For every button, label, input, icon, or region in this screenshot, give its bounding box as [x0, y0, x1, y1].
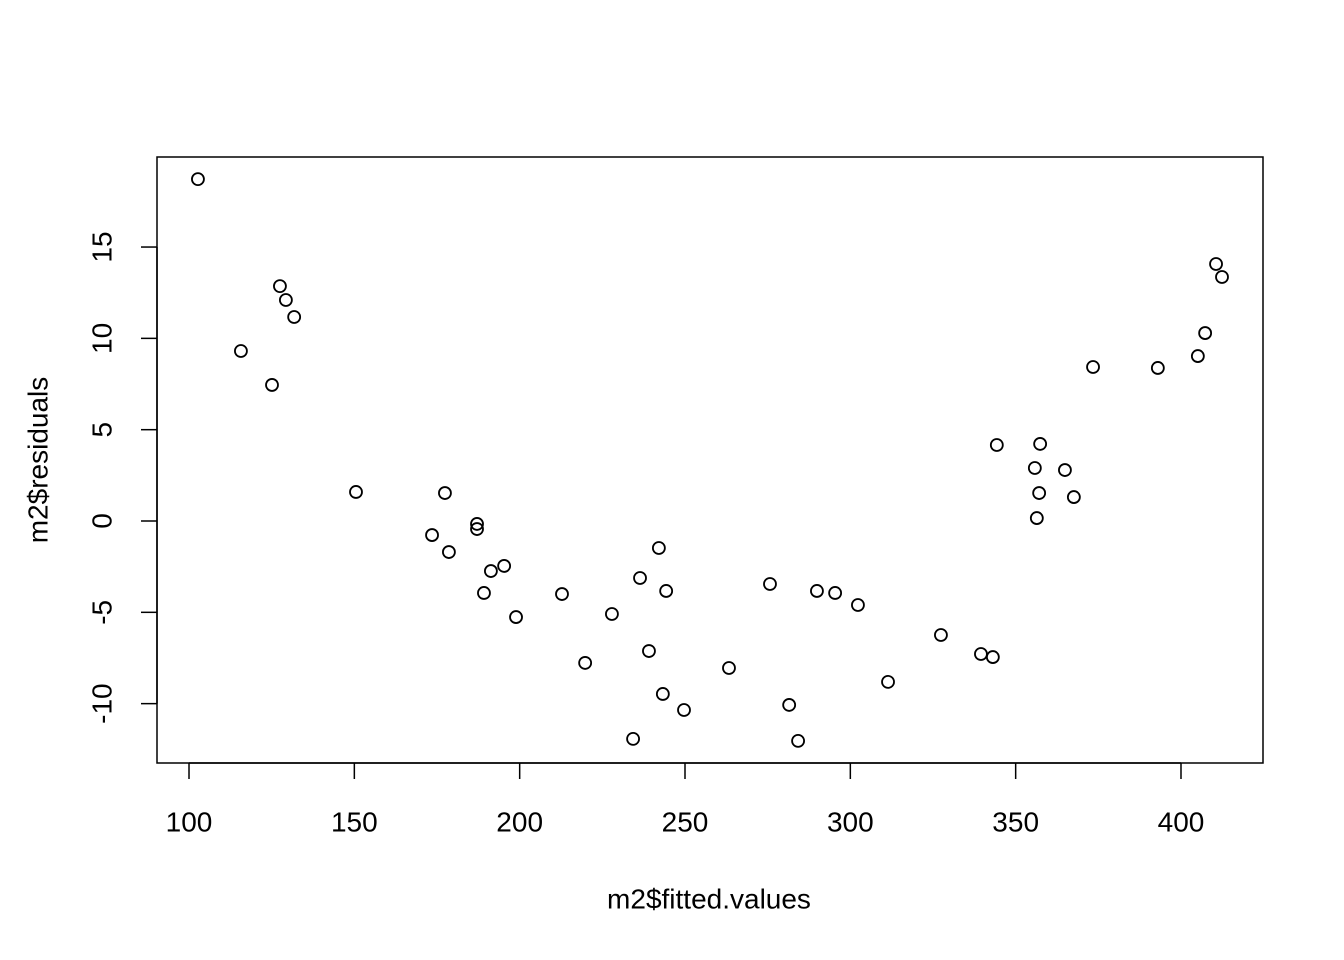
point [1198, 326, 1213, 340]
point [349, 485, 363, 499]
point [1209, 257, 1223, 271]
point [642, 644, 656, 658]
point [265, 378, 279, 392]
x-axis-label: m2$fitted.values [607, 883, 811, 914]
point [578, 656, 593, 670]
point [651, 541, 666, 555]
point [605, 607, 619, 621]
x-tick-label: 400 [1158, 806, 1205, 837]
y-tick-label: -5 [86, 600, 117, 625]
point [497, 559, 512, 573]
point [655, 687, 670, 701]
point [470, 522, 484, 536]
point [828, 586, 843, 600]
point [484, 564, 498, 578]
point [1029, 511, 1044, 525]
point [287, 310, 302, 324]
point [985, 650, 1000, 664]
point [677, 703, 691, 717]
y-tick-label: 0 [86, 513, 117, 529]
x-tick-label: 350 [992, 806, 1039, 837]
point [1032, 486, 1047, 500]
point [234, 344, 248, 358]
point [438, 486, 452, 500]
point [191, 172, 205, 186]
point [1027, 461, 1042, 475]
point [659, 584, 674, 598]
x-tick-label: 250 [662, 806, 709, 837]
point [633, 571, 647, 585]
plot-box [156, 156, 1264, 764]
y-tick-label: 10 [86, 323, 117, 354]
point [722, 661, 736, 675]
y-tick-label: 15 [86, 231, 117, 262]
x-tick-label: 300 [827, 806, 874, 837]
point [934, 628, 948, 642]
point [851, 598, 865, 612]
point [1215, 270, 1229, 284]
point [791, 734, 805, 748]
point [273, 279, 287, 294]
point [278, 293, 293, 307]
point [1150, 361, 1165, 375]
point [989, 438, 1004, 452]
point [477, 586, 491, 600]
point [626, 731, 640, 746]
point [442, 545, 456, 559]
point [1190, 349, 1205, 363]
point [810, 584, 824, 598]
point [425, 528, 439, 542]
point [1086, 360, 1100, 374]
y-axis-label: m2$residuals [22, 377, 53, 544]
point [509, 610, 523, 624]
point [974, 647, 988, 661]
y-tick-label: 5 [86, 422, 117, 438]
point [470, 517, 484, 531]
y-tick-label: -10 [86, 683, 117, 723]
point [782, 698, 797, 712]
x-tick-label: 100 [166, 806, 213, 837]
point [555, 587, 569, 601]
x-tick-label: 150 [331, 806, 378, 837]
point [763, 577, 777, 591]
point [1058, 463, 1072, 477]
x-tick-label: 200 [496, 806, 543, 837]
point [1033, 437, 1048, 451]
point [1066, 490, 1081, 504]
point [881, 675, 895, 689]
